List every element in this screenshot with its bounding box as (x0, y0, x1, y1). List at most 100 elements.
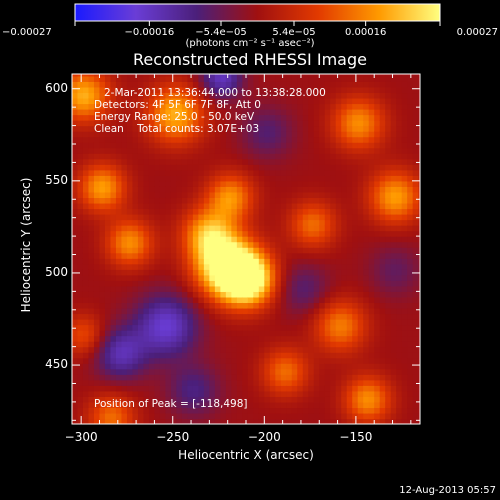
heat-cell (346, 390, 353, 397)
heat-cell (176, 379, 183, 386)
heat-cell (352, 357, 359, 364)
heat-cell (352, 412, 359, 420)
heat-cell (72, 197, 79, 204)
heat-cell (313, 191, 320, 199)
heat-cell (170, 180, 177, 187)
heat-cell (72, 241, 79, 248)
heat-cell (319, 109, 326, 116)
heat-cell (187, 153, 194, 160)
heat-cell (264, 131, 271, 138)
heat-cell (220, 125, 227, 132)
heat-cell (77, 396, 84, 403)
heat-cell (280, 352, 287, 359)
heat-cell (335, 401, 342, 409)
heat-cell (165, 407, 172, 414)
heat-cell (148, 274, 156, 281)
heat-cell (297, 396, 304, 403)
heat-cell (198, 197, 205, 204)
heat-cell (275, 324, 282, 331)
heat-cell (220, 131, 227, 138)
heat-cell (72, 142, 79, 149)
heat-cell (72, 385, 79, 392)
heat-cell (401, 346, 408, 353)
heat-cell (280, 335, 287, 342)
heat-cell (231, 186, 238, 193)
heat-cell (170, 197, 177, 204)
heat-cell (412, 401, 419, 409)
heat-cell (396, 120, 403, 127)
heat-cell (203, 158, 210, 165)
heat-cell (247, 269, 254, 276)
heat-cell (264, 202, 271, 210)
heat-cell (181, 280, 188, 287)
heat-cell (407, 368, 414, 375)
heat-cell (104, 202, 112, 210)
heat-cell (368, 120, 375, 127)
heat-cell (335, 197, 342, 204)
heat-cell (297, 142, 304, 149)
heat-cell (324, 313, 331, 320)
heat-cell (390, 153, 397, 160)
heat-cell (99, 131, 106, 138)
heat-cell (286, 412, 293, 420)
heat-cell (110, 252, 117, 259)
heat-cell (187, 214, 194, 221)
heat-cell (280, 164, 287, 171)
observation-time: 2-Mar-2011 13:36:44.000 to 13:38:28.000 (104, 87, 326, 99)
heat-cell (209, 169, 216, 176)
heat-cell (165, 258, 172, 265)
heat-cell (302, 175, 309, 182)
heat-cell (176, 186, 183, 193)
heat-cell (418, 114, 420, 121)
heat-cell (115, 302, 123, 309)
heat-cell (374, 131, 381, 138)
heat-cell (170, 390, 177, 397)
heat-cell (286, 346, 293, 353)
heat-cell (198, 396, 205, 403)
heat-cell (264, 341, 271, 348)
heat-cell (115, 374, 123, 381)
heat-cell (247, 191, 254, 199)
heat-cell (209, 258, 216, 265)
heat-cell (313, 291, 320, 298)
heat-cell (220, 147, 227, 154)
heat-cell (407, 214, 414, 221)
heat-cell (231, 153, 238, 160)
heat-cell (352, 186, 359, 193)
heat-cell (297, 86, 304, 94)
heat-cell (330, 197, 337, 204)
heat-cell (368, 131, 375, 138)
heat-cell (379, 396, 386, 403)
heat-cell (319, 302, 326, 309)
heat-cell (330, 335, 337, 342)
heat-cell (264, 74, 271, 77)
heat-cell (286, 307, 293, 315)
heat-cell (379, 352, 386, 359)
heat-cell (379, 401, 386, 409)
heat-cell (88, 407, 95, 414)
heat-cell (324, 241, 331, 248)
heat-cell (390, 252, 397, 259)
heat-cell (335, 92, 342, 99)
heat-cell (143, 75, 150, 82)
heat-cell (302, 225, 309, 232)
heat-cell (209, 202, 216, 210)
heat-cell (110, 153, 117, 160)
heat-cell (291, 153, 298, 160)
heat-cell (93, 153, 101, 160)
heat-cell (148, 81, 156, 88)
heat-cell (77, 241, 84, 248)
heat-cell (390, 120, 397, 127)
heat-cell (181, 324, 188, 331)
heat-cell (379, 131, 386, 138)
heat-cell (346, 191, 353, 199)
heat-cell (154, 296, 161, 304)
heat-cell (412, 412, 419, 420)
heat-cell (363, 225, 370, 232)
heat-cell (390, 258, 397, 265)
heat-cell (385, 147, 392, 154)
heat-cell (88, 125, 95, 132)
heat-cell (170, 236, 177, 243)
heat-cell (363, 330, 370, 337)
heat-cell (132, 258, 139, 265)
